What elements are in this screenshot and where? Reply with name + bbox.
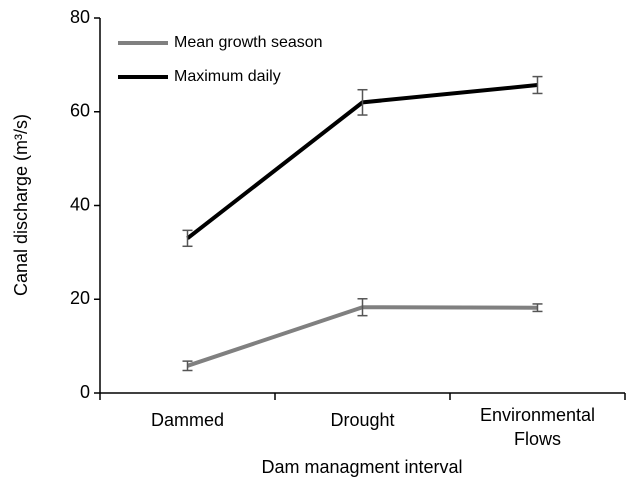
y-tick-label: 20 xyxy=(70,288,90,308)
error-bar xyxy=(357,298,368,317)
legend-label: Mean growth season xyxy=(174,34,323,51)
y-tick-label: 40 xyxy=(70,194,90,214)
legend-label: Maximum daily xyxy=(174,68,281,85)
error-bar xyxy=(357,88,368,116)
error-bar xyxy=(182,360,193,372)
x-axis-label: Dam managment interval xyxy=(261,457,462,477)
x-tick-label: Environmental Flows xyxy=(480,405,595,449)
y-tick-label: 0 xyxy=(80,382,90,402)
x-tick-label: Drought xyxy=(330,410,394,430)
error-bar xyxy=(532,303,543,313)
y-axis-label: Canal discharge (m³/s) xyxy=(11,114,31,296)
y-tick-label: 60 xyxy=(70,101,90,121)
x-tick-label: Dammed xyxy=(151,410,224,430)
error-bar xyxy=(182,229,193,248)
y-tick-label: 80 xyxy=(70,7,90,27)
error-bar xyxy=(532,75,543,95)
